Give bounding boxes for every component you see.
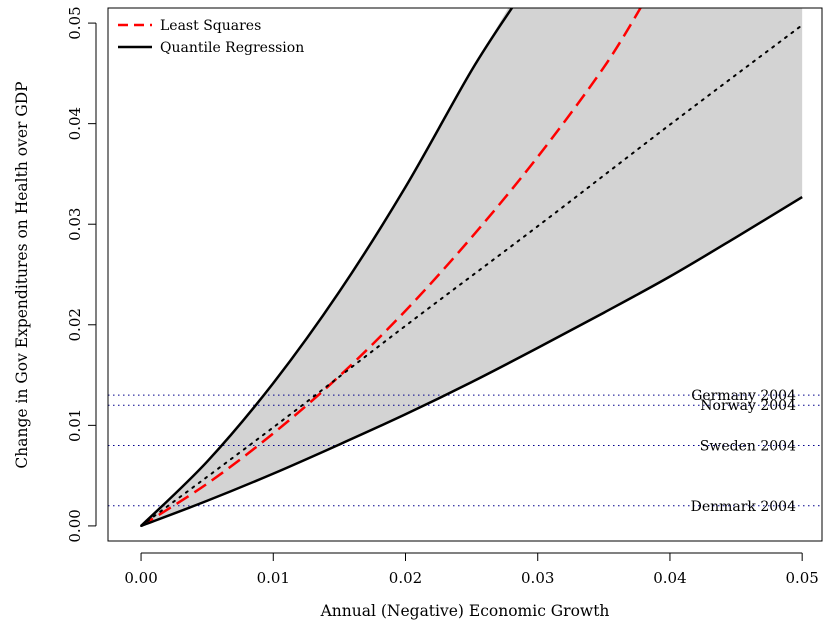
y-tick-label: 0.04 xyxy=(66,107,84,140)
y-tick-label: 0.05 xyxy=(66,6,84,39)
x-tick-label: 0.04 xyxy=(653,569,686,587)
series-line xyxy=(140,8,642,527)
legend-label: Quantile Regression xyxy=(160,40,304,56)
reference-label: Sweden 2004 xyxy=(700,438,796,454)
x-tick-label: 0.00 xyxy=(124,569,157,587)
series-line xyxy=(140,24,804,527)
x-tick-label: 0.01 xyxy=(257,569,290,587)
y-tick-label: 0.00 xyxy=(66,509,84,542)
reference-label: Denmark 2004 xyxy=(691,499,796,515)
x-tick-label: 0.05 xyxy=(785,569,818,587)
legend: Least Squares Quantile Regression xyxy=(118,18,304,56)
y-tick-label: 0.03 xyxy=(66,208,84,241)
x-tick-label: 0.03 xyxy=(521,569,554,587)
y-tick-label: 0.02 xyxy=(66,308,84,341)
legend-label: Least Squares xyxy=(160,18,261,34)
y-axis-label: Change in Gov Expenditures on Health ove… xyxy=(13,81,31,468)
series-line xyxy=(140,8,514,527)
reference-label: Norway 2004 xyxy=(700,398,796,414)
plot-frame xyxy=(107,7,823,542)
series-line xyxy=(140,195,803,528)
confidence-band xyxy=(141,8,803,526)
x-tick-label: 0.02 xyxy=(389,569,422,587)
y-tick-label: 0.01 xyxy=(66,409,84,442)
reference-label: Germany 2004 xyxy=(691,388,796,404)
x-axis-label: Annual (Negative) Economic Growth xyxy=(320,602,610,620)
